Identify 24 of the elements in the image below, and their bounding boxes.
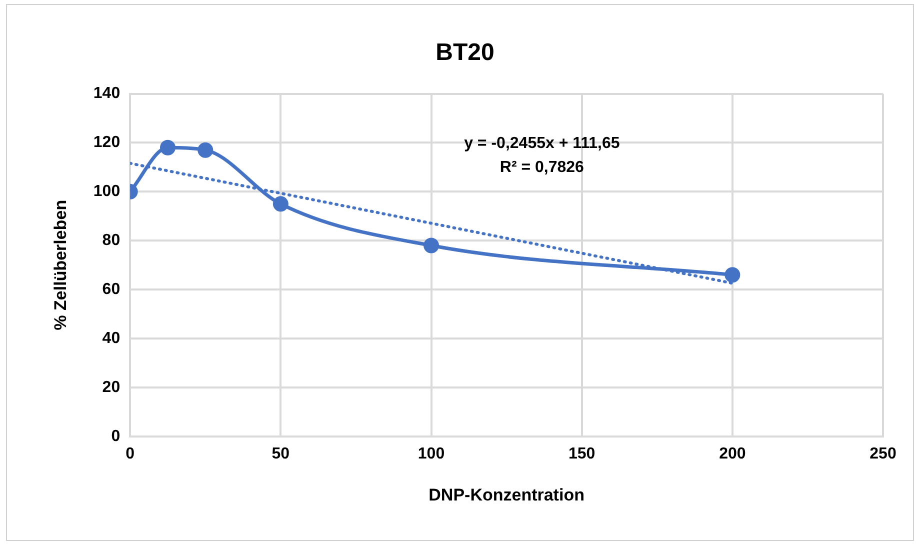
y-tick-label: 140: [93, 85, 120, 102]
y-axis-title: % Zellüberleben: [50, 200, 70, 330]
y-tick-label: 100: [93, 183, 120, 200]
x-tick-label: 50: [272, 445, 290, 462]
x-axis-title: DNP-Konzentration: [428, 485, 584, 504]
chart-title: BT20: [436, 39, 494, 66]
y-tick-label: 40: [102, 330, 120, 347]
point: [424, 238, 440, 254]
annotation: R² = 0,7826: [500, 159, 584, 176]
y-tick-label: 0: [111, 428, 120, 445]
x-tick-label: 100: [418, 445, 445, 462]
x-tick-label: 0: [126, 445, 135, 462]
point: [272, 196, 288, 212]
point: [724, 267, 740, 283]
point: [160, 140, 176, 156]
y-tick-label: 80: [102, 232, 120, 250]
y-tick-label: 120: [93, 134, 120, 152]
point: [198, 142, 214, 158]
x-tick-label: 150: [568, 445, 596, 462]
x-tick-label: 250: [870, 445, 896, 462]
annotation: y = -0,2455x + 111,65: [464, 135, 620, 152]
x-tick-label: 200: [719, 445, 746, 462]
y-tick-label: 20: [102, 378, 120, 396]
y-tick-label: 60: [102, 280, 120, 298]
